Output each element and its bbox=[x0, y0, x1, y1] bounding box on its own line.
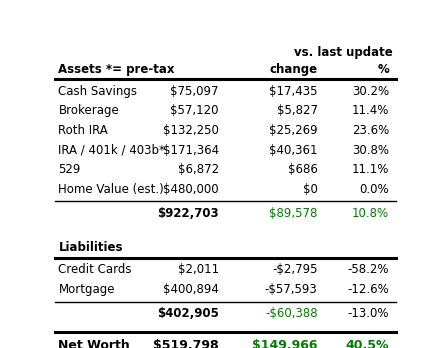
Text: $149,966: $149,966 bbox=[252, 339, 318, 348]
Text: IRA / 401k / 403b*: IRA / 401k / 403b* bbox=[59, 144, 165, 157]
Text: $57,120: $57,120 bbox=[170, 104, 219, 118]
Text: Credit Cards: Credit Cards bbox=[59, 263, 132, 277]
Text: 11.4%: 11.4% bbox=[352, 104, 389, 118]
Text: Assets *= pre-tax: Assets *= pre-tax bbox=[59, 63, 175, 76]
Text: vs. last update: vs. last update bbox=[294, 46, 392, 59]
Text: $25,269: $25,269 bbox=[269, 124, 318, 137]
Text: $686: $686 bbox=[288, 163, 318, 176]
Text: Mortgage: Mortgage bbox=[59, 283, 115, 296]
Text: 529: 529 bbox=[59, 163, 81, 176]
Text: $480,000: $480,000 bbox=[163, 183, 219, 196]
Text: 0.0%: 0.0% bbox=[359, 183, 389, 196]
Text: 23.6%: 23.6% bbox=[352, 124, 389, 137]
Text: change: change bbox=[269, 63, 318, 76]
Text: -58.2%: -58.2% bbox=[348, 263, 389, 277]
Text: $2,011: $2,011 bbox=[178, 263, 219, 277]
Text: $17,435: $17,435 bbox=[269, 85, 318, 98]
Text: $5,827: $5,827 bbox=[277, 104, 318, 118]
Text: Roth IRA: Roth IRA bbox=[59, 124, 108, 137]
Text: Brokerage: Brokerage bbox=[59, 104, 119, 118]
Text: 30.2%: 30.2% bbox=[352, 85, 389, 98]
Text: -12.6%: -12.6% bbox=[348, 283, 389, 296]
Text: $6,872: $6,872 bbox=[178, 163, 219, 176]
Text: $89,578: $89,578 bbox=[269, 207, 318, 220]
Text: $132,250: $132,250 bbox=[163, 124, 219, 137]
Text: 30.8%: 30.8% bbox=[352, 144, 389, 157]
Text: Cash Savings: Cash Savings bbox=[59, 85, 137, 98]
Text: $0: $0 bbox=[303, 183, 318, 196]
Text: Net Worth: Net Worth bbox=[59, 339, 130, 348]
Text: $922,703: $922,703 bbox=[157, 207, 219, 220]
Text: %: % bbox=[378, 63, 389, 76]
Text: -$2,795: -$2,795 bbox=[272, 263, 318, 277]
Text: 11.1%: 11.1% bbox=[352, 163, 389, 176]
Text: $171,364: $171,364 bbox=[162, 144, 219, 157]
Text: $519,798: $519,798 bbox=[153, 339, 219, 348]
Text: 10.8%: 10.8% bbox=[352, 207, 389, 220]
Text: $40,361: $40,361 bbox=[269, 144, 318, 157]
Text: -$60,388: -$60,388 bbox=[265, 307, 318, 320]
Text: $402,905: $402,905 bbox=[157, 307, 219, 320]
Text: $400,894: $400,894 bbox=[163, 283, 219, 296]
Text: -$57,593: -$57,593 bbox=[265, 283, 318, 296]
Text: Liabilities: Liabilities bbox=[59, 241, 123, 254]
Text: $75,097: $75,097 bbox=[170, 85, 219, 98]
Text: 40.5%: 40.5% bbox=[346, 339, 389, 348]
Text: Home Value (est.): Home Value (est.) bbox=[59, 183, 164, 196]
Text: -13.0%: -13.0% bbox=[348, 307, 389, 320]
